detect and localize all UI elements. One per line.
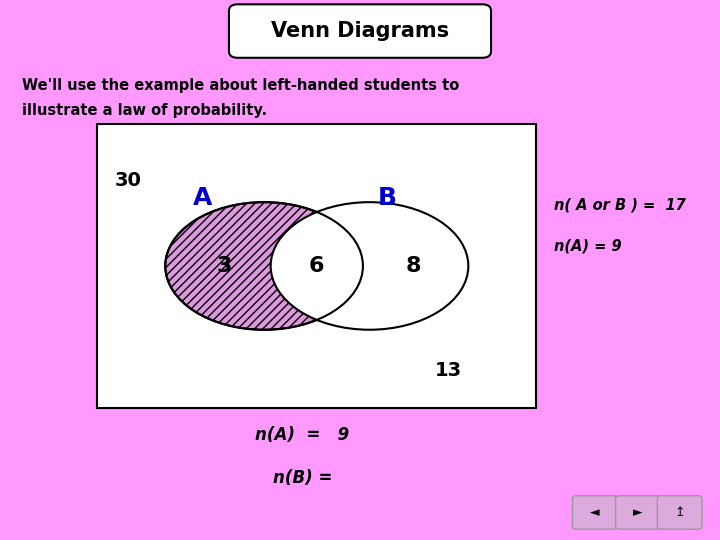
Text: 6: 6: [309, 256, 325, 276]
Circle shape: [166, 202, 363, 330]
Text: n(A) = 9: n(A) = 9: [554, 238, 622, 253]
Text: n(B) =: n(B) =: [273, 469, 332, 487]
Text: 3: 3: [217, 256, 233, 276]
Text: 30: 30: [114, 171, 141, 191]
FancyBboxPatch shape: [616, 496, 660, 529]
Text: ◄: ◄: [590, 506, 600, 519]
Text: A: A: [193, 186, 212, 210]
Bar: [97, 124, 536, 408]
FancyBboxPatch shape: [572, 496, 617, 529]
Circle shape: [271, 202, 468, 330]
Text: B: B: [377, 186, 397, 210]
Text: 8: 8: [405, 256, 421, 276]
Text: illustrate a law of probability.: illustrate a law of probability.: [22, 103, 266, 118]
Text: ↥: ↥: [675, 506, 685, 519]
Text: ►: ►: [633, 506, 643, 519]
Text: 13: 13: [435, 361, 462, 380]
Text: We'll use the example about left-handed students to: We'll use the example about left-handed …: [22, 78, 459, 93]
FancyBboxPatch shape: [229, 4, 491, 58]
FancyBboxPatch shape: [657, 496, 702, 529]
Text: n(A)  =   9: n(A) = 9: [256, 426, 349, 444]
Text: Venn Diagrams: Venn Diagrams: [271, 21, 449, 41]
Text: n( A or B ) =  17: n( A or B ) = 17: [554, 198, 686, 213]
